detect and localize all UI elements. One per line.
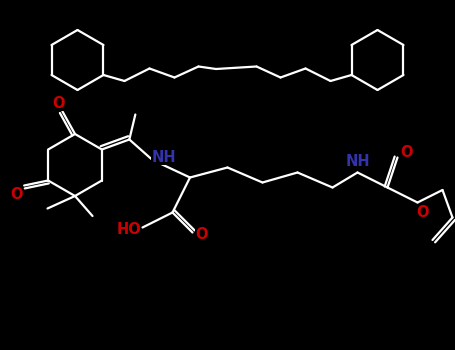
Text: O: O — [195, 227, 208, 242]
Text: NH: NH — [345, 154, 370, 169]
Text: O: O — [10, 187, 23, 202]
Text: O: O — [52, 96, 65, 111]
Text: HO: HO — [116, 222, 141, 237]
Text: O: O — [416, 205, 429, 220]
Text: NH: NH — [151, 149, 176, 164]
Text: O: O — [400, 145, 413, 160]
